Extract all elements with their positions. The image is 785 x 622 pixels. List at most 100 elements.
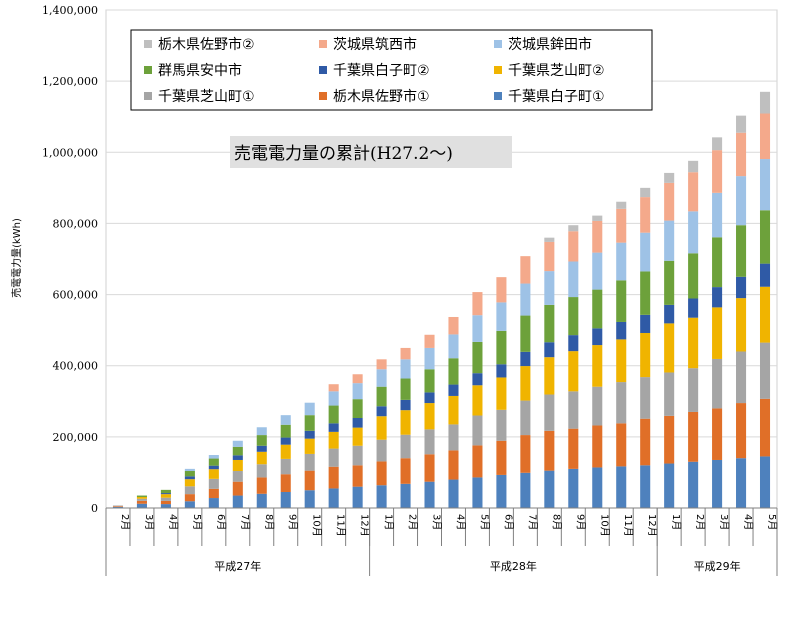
bar-segment [592,386,603,426]
legend-swatch [494,40,502,48]
legend-label: 群馬県安中市 [158,62,242,79]
bar-segment [640,197,651,233]
bar-segment [759,113,771,160]
bar-segment [280,424,291,438]
bar-segment [208,478,219,489]
x-axis: 2月 3月 4月 5月 6月 7月 8月 9月 10月 11月 12月 1月 2月 3月 4月 5月 6月 7月 8… [105,507,778,576]
bar-segment [448,316,459,335]
bar-segment [472,341,483,374]
legend-label: 千葉県白子町② [333,63,430,79]
legend-label: 千葉県芝山町② [508,63,605,79]
bar-segment [256,427,267,436]
chart-title-background [230,136,512,168]
bar-segment [184,501,195,508]
bar-segment [184,494,195,502]
bar-segment [616,466,627,508]
bar-segment [736,115,747,133]
bar-segment [448,358,459,385]
bar-segment [520,366,531,401]
bar-segment [544,271,555,305]
year-label: 平成27年 [214,559,261,573]
bar-segment [400,410,411,435]
x-tick-label: 2月 [694,514,706,530]
year-label: 平成28年 [490,559,537,573]
bar-segment [280,444,291,459]
bar-segment [736,276,747,299]
bar-segment [352,427,363,446]
legend-swatch [494,92,502,100]
bar-segment [448,450,459,480]
bar-segment [736,298,747,352]
bar-segment [256,451,267,465]
bar-segment [616,321,627,340]
legend-label: 千葉県白子町① [508,89,605,105]
bar-segment [304,430,315,439]
bar-segment [736,458,747,508]
bar-segment [256,477,267,494]
bar-segment [688,160,699,173]
bar-segment [376,386,387,407]
bar-segment [712,237,723,288]
x-tick-label: 11月 [622,514,634,537]
bar-segment [112,505,124,507]
bar-segment [640,332,651,378]
bar-segment [160,493,171,495]
bar-segment [184,486,195,495]
year-label: 平成29年 [694,559,741,573]
bar-segment [448,479,459,508]
bar-segment [520,472,531,508]
bar-segment [352,445,363,466]
bar-segment [208,454,219,459]
chart-title: 売電電力量の累計(H27.2～) [234,144,453,164]
bar-segment [759,398,771,457]
bar-segment [208,465,219,470]
bar-segment [759,159,771,211]
bar-segment [664,372,675,416]
bar-segment [304,438,315,454]
legend-label: 栃木県佐野市② [158,36,255,53]
bar-segment [520,256,531,284]
x-tick-label: 4月 [167,514,179,530]
bar-segment [496,364,507,378]
bar-segment [400,399,411,411]
bar-segment [328,488,339,508]
bar-segment [400,359,411,379]
bar-segment [232,455,243,460]
bar-segment [184,471,195,477]
bar-segment [496,302,507,331]
bar-segment [688,211,699,254]
legend-box [130,29,653,111]
bar-segment [472,315,483,342]
bar-segment [616,423,627,467]
x-tick-label: 3月 [718,514,730,530]
bar-segment [664,415,675,464]
bar-segment [520,400,531,436]
bar-segment [736,225,747,277]
bar-segment [424,334,435,348]
legend-label: 茨城県筑西市 [333,36,417,53]
bar-segment [472,477,483,508]
bar-segment [304,415,315,431]
x-tick-label: 10月 [598,514,610,537]
bar-segment [328,391,339,406]
x-tick-label: 4月 [454,514,466,530]
x-tick-label: 8月 [263,514,275,530]
bar-segment [568,335,579,352]
bar-segment [616,242,627,281]
y-axis-title: 売電電力量(kWh) [10,218,23,298]
legend-label: 栃木県佐野市① [333,88,430,105]
legend-swatch [144,66,152,74]
bar-segment [592,220,603,253]
bar-segment [328,423,339,432]
x-tick-label: 3月 [143,514,155,530]
bar-segment [376,416,387,440]
bar-segment [424,403,435,430]
x-tick-label: 9月 [287,514,299,530]
bar-segment [712,150,723,193]
legend-swatch [319,40,327,48]
bar-segment [544,342,555,358]
bar-segment [520,283,531,316]
bar-segment [592,215,603,221]
bar-segment [664,323,675,373]
